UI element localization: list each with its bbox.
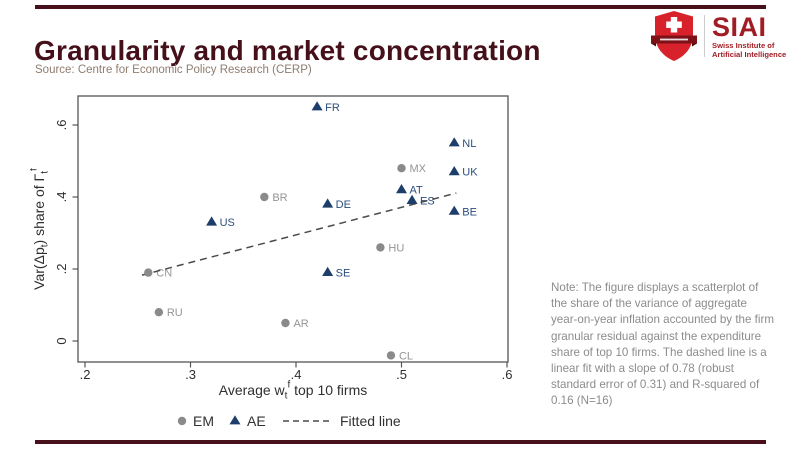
data-point-AR [281, 318, 290, 328]
data-point-RU [154, 308, 164, 317]
data-point-CL [386, 351, 396, 360]
point-label-UK: UK [462, 167, 478, 179]
plot-border [77, 95, 509, 363]
svg-text:.3: .3 [185, 367, 196, 382]
data-point-ES [406, 194, 418, 204]
point-label-MX: MX [410, 163, 427, 175]
logo-divider [704, 15, 705, 57]
point-label-DE: DE [336, 199, 351, 211]
data-point-UK [448, 166, 460, 176]
page-title: Granularity and market concentration [34, 34, 541, 66]
point-label-AR: AR [293, 318, 308, 330]
source-caption: Source: Centre for Economic Policy Resea… [35, 64, 312, 76]
data-point-HU [376, 243, 385, 252]
scatter-points [144, 101, 460, 360]
point-label-FR: FR [325, 102, 340, 114]
y-axis: 0 .2 .4 .6 [54, 120, 78, 345]
logo-text: SIAI Swiss Institute of Artificial Intel… [712, 11, 786, 59]
svg-text:0: 0 [54, 337, 69, 344]
point-label-CN: CN [156, 267, 172, 279]
data-point-DE [322, 198, 334, 208]
svg-text:.2: .2 [80, 367, 91, 382]
point-label-BR: BR [272, 192, 287, 204]
point-label-RU: RU [167, 307, 183, 319]
data-point-FR [311, 101, 323, 111]
scatter-chart: .2 .3 .4 .5 .6 0 .2 .4 .6 Average wtf top 10 firm… [30, 95, 513, 429]
point-label-HU: HU [388, 242, 404, 254]
point-label-CL: CL [399, 350, 413, 362]
point-label-BE: BE [462, 206, 477, 218]
point-label-SE: SE [336, 267, 351, 279]
data-point-NL [448, 137, 460, 147]
legend-fitted-line-label: Fitted line [340, 413, 401, 429]
point-label-NL: NL [462, 138, 476, 150]
point-label-ES: ES [420, 195, 435, 207]
note-text: Note: The figure displays a scatterplot … [551, 281, 774, 408]
data-point-BR [260, 192, 269, 202]
legend-ae-marker [229, 415, 241, 425]
legend-ae-label: AE [247, 413, 266, 429]
legend-em-label: EM [193, 413, 214, 429]
point-label-AT: AT [410, 185, 424, 197]
data-point-US [206, 216, 218, 226]
svg-text:.4: .4 [54, 192, 69, 203]
logo-tagline: Swiss Institute of Artificial Intelligen… [712, 41, 786, 59]
x-axis-label: Average wtf top 10 firms [219, 380, 368, 402]
swiss-shield-icon [651, 11, 697, 61]
logo-tagline-line1: Swiss Institute of [712, 40, 775, 50]
data-point-MX [397, 164, 406, 173]
top-rule [35, 5, 766, 9]
data-point-SE [322, 266, 334, 276]
data-point-BE [448, 205, 460, 215]
legend-em-marker [177, 416, 187, 426]
point-label-US: US [220, 217, 235, 229]
data-point-AT [396, 184, 407, 194]
siai-logo: SIAI Swiss Institute of Artificial Intel… [651, 10, 786, 62]
x-axis: .2 .3 .4 .5 .6 [80, 362, 513, 382]
chart-legend: EM AE Fitted line [177, 413, 401, 429]
svg-text:.2: .2 [54, 264, 69, 275]
logo-tagline-line2: Artificial Intelligence [712, 49, 787, 59]
bottom-rule [35, 440, 766, 444]
data-point-CN [144, 268, 153, 277]
svg-text:.4: .4 [291, 367, 302, 382]
svg-text:.6: .6 [502, 367, 513, 382]
y-axis-label: Var(Δpt) share of Γtf [30, 168, 51, 290]
logo-wordmark: SIAI [712, 11, 767, 42]
svg-text:.6: .6 [54, 120, 69, 131]
fitted-line [141, 192, 457, 276]
svg-text:.5: .5 [396, 367, 407, 382]
